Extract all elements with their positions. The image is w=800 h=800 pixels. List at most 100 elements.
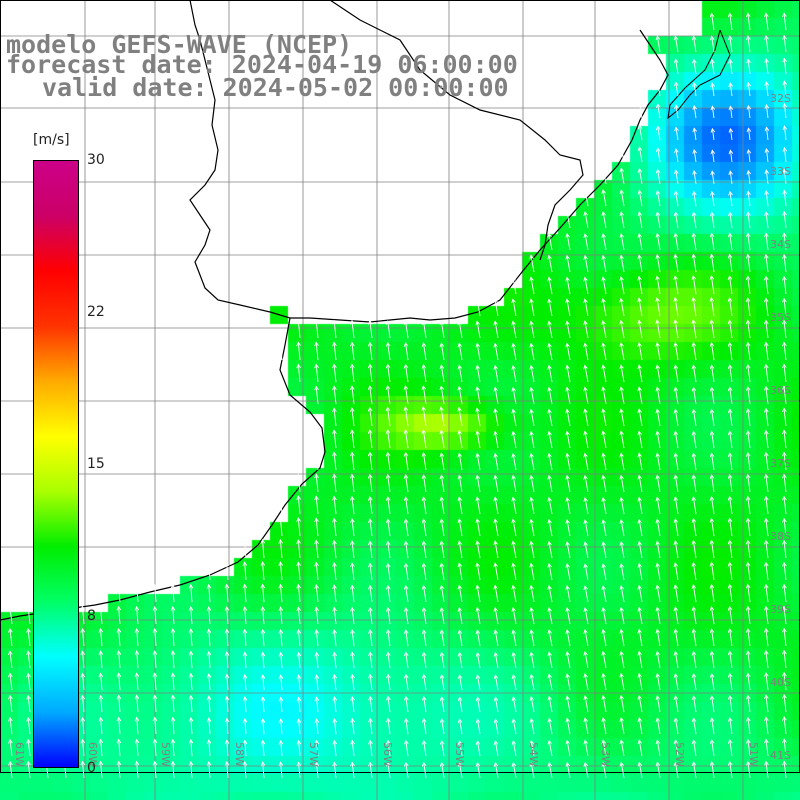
wind-arrow xyxy=(529,540,535,559)
wind-arrow xyxy=(511,518,517,537)
wind-arrow xyxy=(116,583,122,603)
wind-arrow xyxy=(439,651,445,669)
wind-arrow xyxy=(764,583,769,603)
wind-arrow xyxy=(529,474,535,493)
wind-arrow xyxy=(745,319,751,339)
wind-arrow xyxy=(170,760,176,779)
wind-arrow xyxy=(296,606,302,625)
wind-arrow xyxy=(565,233,571,251)
wind-arrow xyxy=(421,342,427,361)
wind-arrow xyxy=(728,35,733,53)
wind-arrow xyxy=(296,583,301,603)
wind-arrow xyxy=(529,320,535,339)
wind-arrow xyxy=(152,628,158,647)
wind-arrow xyxy=(619,694,625,713)
wind-arrow xyxy=(529,651,535,669)
wind-arrow xyxy=(457,674,463,691)
wind-arrow xyxy=(782,102,788,119)
wind-arrow xyxy=(152,760,158,779)
wind-arrow xyxy=(385,385,391,405)
wind-arrow xyxy=(673,673,679,691)
wind-arrow xyxy=(745,650,751,669)
wind-arrow xyxy=(547,364,553,383)
wind-arrow xyxy=(727,474,733,493)
wind-arrow xyxy=(368,584,373,603)
wind-arrow xyxy=(296,739,302,757)
wind-arrow xyxy=(511,430,517,449)
wind-arrow xyxy=(673,474,679,493)
wind-arrow xyxy=(583,497,589,515)
wind-arrow xyxy=(655,606,661,625)
wind-arrow xyxy=(475,740,481,757)
wind-arrow xyxy=(710,170,715,185)
wind-arrow xyxy=(727,12,733,31)
wind-arrow xyxy=(511,584,517,603)
wind-arrow xyxy=(565,474,571,493)
wind-arrow xyxy=(529,386,535,405)
wind-arrow xyxy=(511,718,517,735)
wind-arrow xyxy=(350,517,355,537)
wind-arrow xyxy=(260,718,266,735)
wind-arrow xyxy=(637,342,643,361)
wind-arrow xyxy=(116,605,122,625)
wind-arrow xyxy=(709,583,715,603)
colorbar-unit: [m/s] xyxy=(33,132,70,148)
wind-arrow xyxy=(8,672,13,691)
wind-arrow xyxy=(601,452,607,471)
wind-arrow xyxy=(511,452,517,471)
wind-arrow xyxy=(728,211,733,229)
wind-arrow xyxy=(260,696,266,713)
wind-arrow xyxy=(296,696,302,713)
latitude-label: 32S xyxy=(770,92,791,105)
wind-arrow xyxy=(691,561,697,581)
wind-arrow xyxy=(727,341,733,361)
wind-arrow xyxy=(637,452,643,471)
wind-arrow xyxy=(439,518,445,537)
wind-arrow xyxy=(601,519,607,537)
wind-arrow xyxy=(565,364,571,383)
wind-arrow xyxy=(439,385,445,405)
wind-arrow xyxy=(601,717,607,735)
colorbar-tick-30: 30 xyxy=(87,152,105,168)
model-title: modelo GEFS-WAVE (NCEP) xyxy=(6,30,353,59)
wind-arrow xyxy=(782,495,787,515)
wind-arrow xyxy=(655,342,661,361)
wind-arrow xyxy=(637,430,643,449)
wind-arrow xyxy=(332,606,337,625)
wind-arrow xyxy=(332,739,337,757)
wind-vectors xyxy=(8,12,788,779)
wind-arrow xyxy=(655,147,661,163)
wind-arrow xyxy=(296,517,301,537)
wind-arrow xyxy=(637,297,643,317)
wind-arrow xyxy=(709,695,715,713)
wind-arrow xyxy=(673,296,679,317)
wind-arrow xyxy=(764,190,769,207)
wind-arrow xyxy=(709,761,715,779)
wind-arrow xyxy=(782,561,787,581)
wind-arrow xyxy=(278,341,284,361)
wind-arrow xyxy=(439,696,445,713)
wind-arrow xyxy=(655,584,661,603)
wind-arrow xyxy=(134,716,140,735)
wind-arrow xyxy=(188,650,194,669)
wind-arrow xyxy=(511,474,517,493)
wind-arrow xyxy=(475,540,481,559)
wind-arrow xyxy=(529,364,535,383)
wind-arrow xyxy=(152,694,158,713)
wind-arrow xyxy=(619,717,625,735)
wind-arrow xyxy=(332,429,337,449)
wind-arrow xyxy=(350,451,355,471)
wind-arrow xyxy=(439,406,445,427)
wind-arrow xyxy=(745,430,751,449)
wind-arrow xyxy=(655,430,661,449)
wind-arrow xyxy=(80,716,86,735)
wind-arrow xyxy=(691,496,697,515)
wind-arrow xyxy=(350,385,355,405)
wind-arrow xyxy=(709,253,715,273)
wind-arrow xyxy=(673,695,679,713)
wind-arrow xyxy=(565,430,571,449)
wind-arrow xyxy=(385,320,391,339)
wind-arrow xyxy=(764,429,769,449)
wind-arrow xyxy=(691,58,697,75)
wind-arrow xyxy=(673,540,679,559)
